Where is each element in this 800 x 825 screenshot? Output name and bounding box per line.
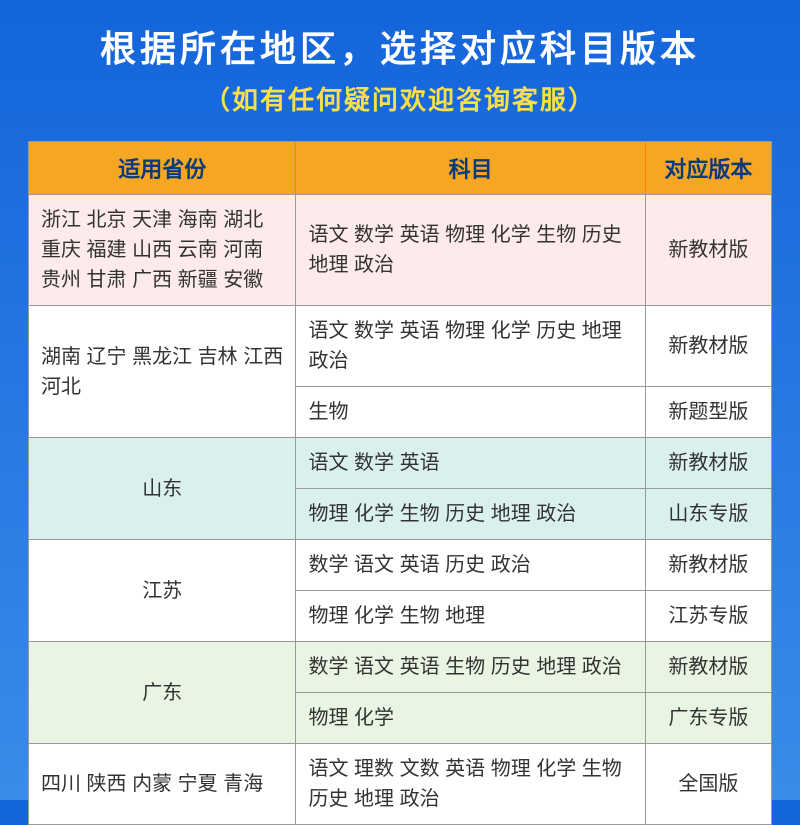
cell-province: 广东	[29, 642, 296, 744]
table-row: 山东 语文 数学 英语 新教材版	[29, 438, 772, 489]
page-subtitle: （如有任何疑问欢迎咨询客服）	[28, 80, 772, 117]
cell-subject: 语文 数学 英语	[296, 438, 645, 489]
cell-version: 新题型版	[645, 387, 771, 438]
page-title: 根据所在地区，选择对应科目版本	[28, 20, 772, 72]
cell-version: 全国版	[645, 744, 771, 825]
cell-version: 新教材版	[645, 195, 771, 306]
header-subject: 科目	[296, 142, 645, 195]
cell-subject: 物理 化学	[296, 693, 645, 744]
table-row: 广东 数学 语文 英语 生物 历史 地理 政治 新教材版	[29, 642, 772, 693]
cell-subject: 语文 理数 文数 英语 物理 化学 生物 历史 地理 政治	[296, 744, 645, 825]
table-row: 四川 陕西 内蒙 宁夏 青海 语文 理数 文数 英语 物理 化学 生物 历史 地…	[29, 744, 772, 825]
cell-version: 广东专版	[645, 693, 771, 744]
header-province: 适用省份	[29, 142, 296, 195]
cell-subject: 物理 化学 生物 地理	[296, 591, 645, 642]
cell-subject: 数学 语文 英语 历史 政治	[296, 540, 645, 591]
cell-province: 湖南 辽宁 黑龙江 吉林 江西 河北	[29, 306, 296, 438]
cell-version: 新教材版	[645, 306, 771, 387]
cell-province: 四川 陕西 内蒙 宁夏 青海	[29, 744, 296, 825]
cell-province: 江苏	[29, 540, 296, 642]
table-row: 湖南 辽宁 黑龙江 吉林 江西 河北 语文 数学 英语 物理 化学 历史 地理 …	[29, 306, 772, 387]
table-row: 浙江 北京 天津 海南 湖北 重庆 福建 山西 云南 河南 贵州 甘肃 广西 新…	[29, 195, 772, 306]
cell-version: 山东专版	[645, 489, 771, 540]
cell-subject: 语文 数学 英语 物理 化学 历史 地理 政治	[296, 306, 645, 387]
cell-version: 新教材版	[645, 540, 771, 591]
cell-version: 新教材版	[645, 642, 771, 693]
cell-version: 江苏专版	[645, 591, 771, 642]
table-header-row: 适用省份 科目 对应版本	[29, 142, 772, 195]
cell-province: 山东	[29, 438, 296, 540]
cell-province: 浙江 北京 天津 海南 湖北 重庆 福建 山西 云南 河南 贵州 甘肃 广西 新…	[29, 195, 296, 306]
cell-subject: 语文 数学 英语 物理 化学 生物 历史 地理 政治	[296, 195, 645, 306]
cell-subject: 数学 语文 英语 生物 历史 地理 政治	[296, 642, 645, 693]
page-container: 根据所在地区，选择对应科目版本 （如有任何疑问欢迎咨询客服） 适用省份 科目 对…	[0, 0, 800, 800]
header-version: 对应版本	[645, 142, 771, 195]
table-row: 江苏 数学 语文 英语 历史 政治 新教材版	[29, 540, 772, 591]
region-table: 适用省份 科目 对应版本 浙江 北京 天津 海南 湖北 重庆 福建 山西 云南 …	[28, 141, 772, 825]
cell-version: 新教材版	[645, 438, 771, 489]
cell-subject: 物理 化学 生物 历史 地理 政治	[296, 489, 645, 540]
cell-subject: 生物	[296, 387, 645, 438]
